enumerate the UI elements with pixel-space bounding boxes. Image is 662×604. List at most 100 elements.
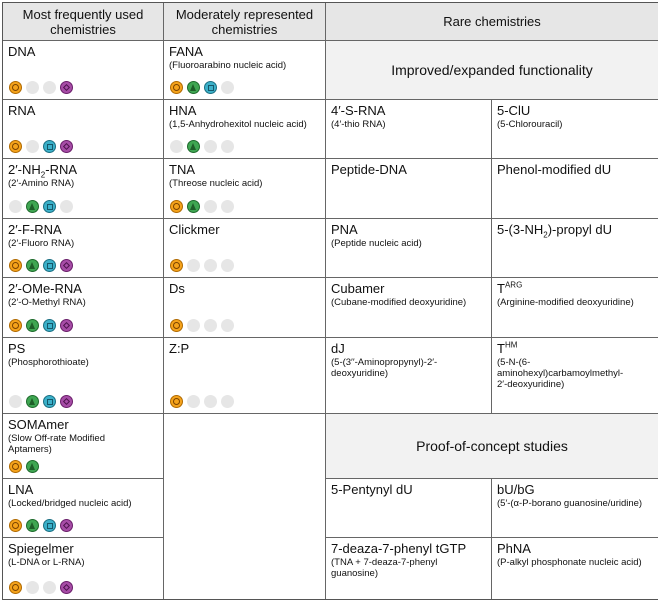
chem-description: (5-(3′′-Aminopropynyl)-2′-deoxyuridine): [331, 357, 438, 379]
chem-description: (2′-O-Methyl RNA): [8, 297, 86, 308]
chem-name: 2′-OMe-RNA: [8, 281, 82, 296]
chem-name: 5-ClU: [497, 103, 531, 118]
chem-name: Ds: [169, 281, 185, 296]
chem-name: Cubamer: [331, 281, 385, 296]
icon-row: [170, 140, 234, 153]
empty-icon: [26, 81, 39, 94]
empty-icon: [221, 259, 234, 272]
empty-icon: [9, 395, 22, 408]
blue-square-icon: [43, 319, 56, 332]
cell-5-clu: 5-ClU (5-Chlorouracil): [492, 100, 658, 159]
icon-row: [9, 460, 39, 473]
icon-row: [9, 319, 73, 332]
green-triangle-icon: [187, 81, 200, 94]
empty-icon: [221, 81, 234, 94]
chem-description: (P-alkyl phosphonate nucleic acid): [497, 557, 642, 568]
chem-description: (Peptide nucleic acid): [331, 238, 422, 249]
empty-icon: [204, 200, 217, 213]
cell-bu-bg: bU/bG (5′-(α-P-borano guanosine/uridine): [492, 479, 658, 538]
empty-icon: [204, 140, 217, 153]
orange-circle-icon: [170, 259, 183, 272]
icon-row: [9, 395, 73, 408]
cell-phna: PhNA (P-alkyl phosphonate nucleic acid): [492, 538, 658, 599]
cell-rna: RNA: [3, 100, 164, 159]
empty-icon: [221, 319, 234, 332]
orange-circle-icon: [170, 319, 183, 332]
chem-description: (Cubane-modified deoxyuridine): [331, 297, 467, 308]
purple-diamond-icon: [60, 319, 73, 332]
orange-circle-icon: [9, 140, 22, 153]
empty-icon: [9, 200, 22, 213]
cell-somamer: SOMAmer (Slow Off-rate Modified Aptamers…: [3, 414, 164, 479]
icon-row: [170, 200, 234, 213]
empty-icon: [43, 81, 56, 94]
chem-description: (Locked/bridged nucleic acid): [8, 498, 132, 509]
chem-description: (5-Chlorouracil): [497, 119, 563, 130]
header-frequent: Most frequently used chemistries: [3, 3, 164, 41]
empty-icon: [221, 140, 234, 153]
chem-name: 5-(3-NH2)-propyl dU: [497, 222, 612, 240]
empty-icon: [187, 395, 200, 408]
chem-name: DNA: [8, 44, 36, 59]
cell-2-nh2-rna: 2′-NH2-RNA (2′-Amino RNA): [3, 159, 164, 219]
chem-description: (TNA + 7-deaza-7-phenyl guanosine): [331, 557, 438, 579]
chem-name: dJ: [331, 341, 345, 356]
icon-row: [9, 81, 73, 94]
empty-icon: [26, 581, 39, 594]
orange-circle-icon: [9, 519, 22, 532]
green-triangle-icon: [187, 200, 200, 213]
chem-name: PS: [8, 341, 26, 356]
blue-square-icon: [43, 395, 56, 408]
empty-icon: [187, 319, 200, 332]
chem-description: (Fluoroarabino nucleic acid): [169, 60, 287, 71]
chem-description: (5-N-(6-aminohexyl)carbamoylmethyl-2′-de…: [497, 357, 624, 390]
cell-5-pentynyl-du: 5-Pentynyl dU: [326, 479, 492, 538]
icon-row: [9, 519, 73, 532]
green-triangle-icon: [26, 319, 39, 332]
cell-empty: [164, 414, 326, 599]
section-improved-functionality: Improved/expanded functionality: [326, 41, 658, 100]
cell-7-deaza-7-phenyl-tgtp: 7-deaza-7-phenyl tGTP (TNA + 7-deaza-7-p…: [326, 538, 492, 599]
chem-description: (L-DNA or L-RNA): [8, 557, 85, 568]
cell-4-s-rna: 4′-S-RNA (4′-thio RNA): [326, 100, 492, 159]
chem-name: TARG: [497, 280, 523, 296]
header-moderate: Moderately represented chemistries: [164, 3, 326, 41]
cell-spiegelmer: Spiegelmer (L-DNA or L-RNA): [3, 538, 164, 599]
empty-icon: [204, 259, 217, 272]
chem-description: (Threose nucleic acid): [169, 178, 263, 189]
chem-description: (2′-Fluoro RNA): [8, 238, 75, 249]
chem-name: 5-Pentynyl dU: [331, 482, 413, 497]
purple-diamond-icon: [60, 519, 73, 532]
chem-description: (1,5-Anhydrohexitol nucleic acid): [169, 119, 307, 130]
cell-pna: PNA (Peptide nucleic acid): [326, 219, 492, 278]
cell-t-hm: THM (5-N-(6-aminohexyl)carbamoylmethyl-2…: [492, 338, 658, 414]
cell-dj: dJ (5-(3′′-Aminopropynyl)-2′-deoxyuridin…: [326, 338, 492, 414]
chem-description: (5′-(α-P-borano guanosine/uridine): [497, 498, 643, 509]
orange-circle-icon: [170, 81, 183, 94]
chem-name: 4′-S-RNA: [331, 103, 386, 118]
cell-peptide-dna: Peptide-DNA: [326, 159, 492, 219]
blue-square-icon: [43, 200, 56, 213]
chem-name: PhNA: [497, 541, 531, 556]
chem-name: Spiegelmer: [8, 541, 74, 556]
orange-circle-icon: [9, 81, 22, 94]
orange-circle-icon: [9, 259, 22, 272]
green-triangle-icon: [26, 395, 39, 408]
cell-clickmer: Clickmer: [164, 219, 326, 278]
blue-square-icon: [43, 519, 56, 532]
chem-name: PNA: [331, 222, 358, 237]
blue-square-icon: [204, 81, 217, 94]
cell-hna: HNA (1,5-Anhydrohexitol nucleic acid): [164, 100, 326, 159]
icon-row: [9, 259, 73, 272]
chem-name: Phenol-modified dU: [497, 162, 612, 177]
blue-square-icon: [43, 140, 56, 153]
chem-name: RNA: [8, 103, 36, 118]
cell-2-f-rna: 2′-F-RNA (2′-Fluoro RNA): [3, 219, 164, 278]
cell-fana: FANA (Fluoroarabino nucleic acid): [164, 41, 326, 100]
purple-diamond-icon: [60, 81, 73, 94]
cell-dna: DNA: [3, 41, 164, 100]
orange-circle-icon: [9, 319, 22, 332]
cell-ds: Ds: [164, 278, 326, 338]
chem-name: 2′-F-RNA: [8, 222, 62, 237]
